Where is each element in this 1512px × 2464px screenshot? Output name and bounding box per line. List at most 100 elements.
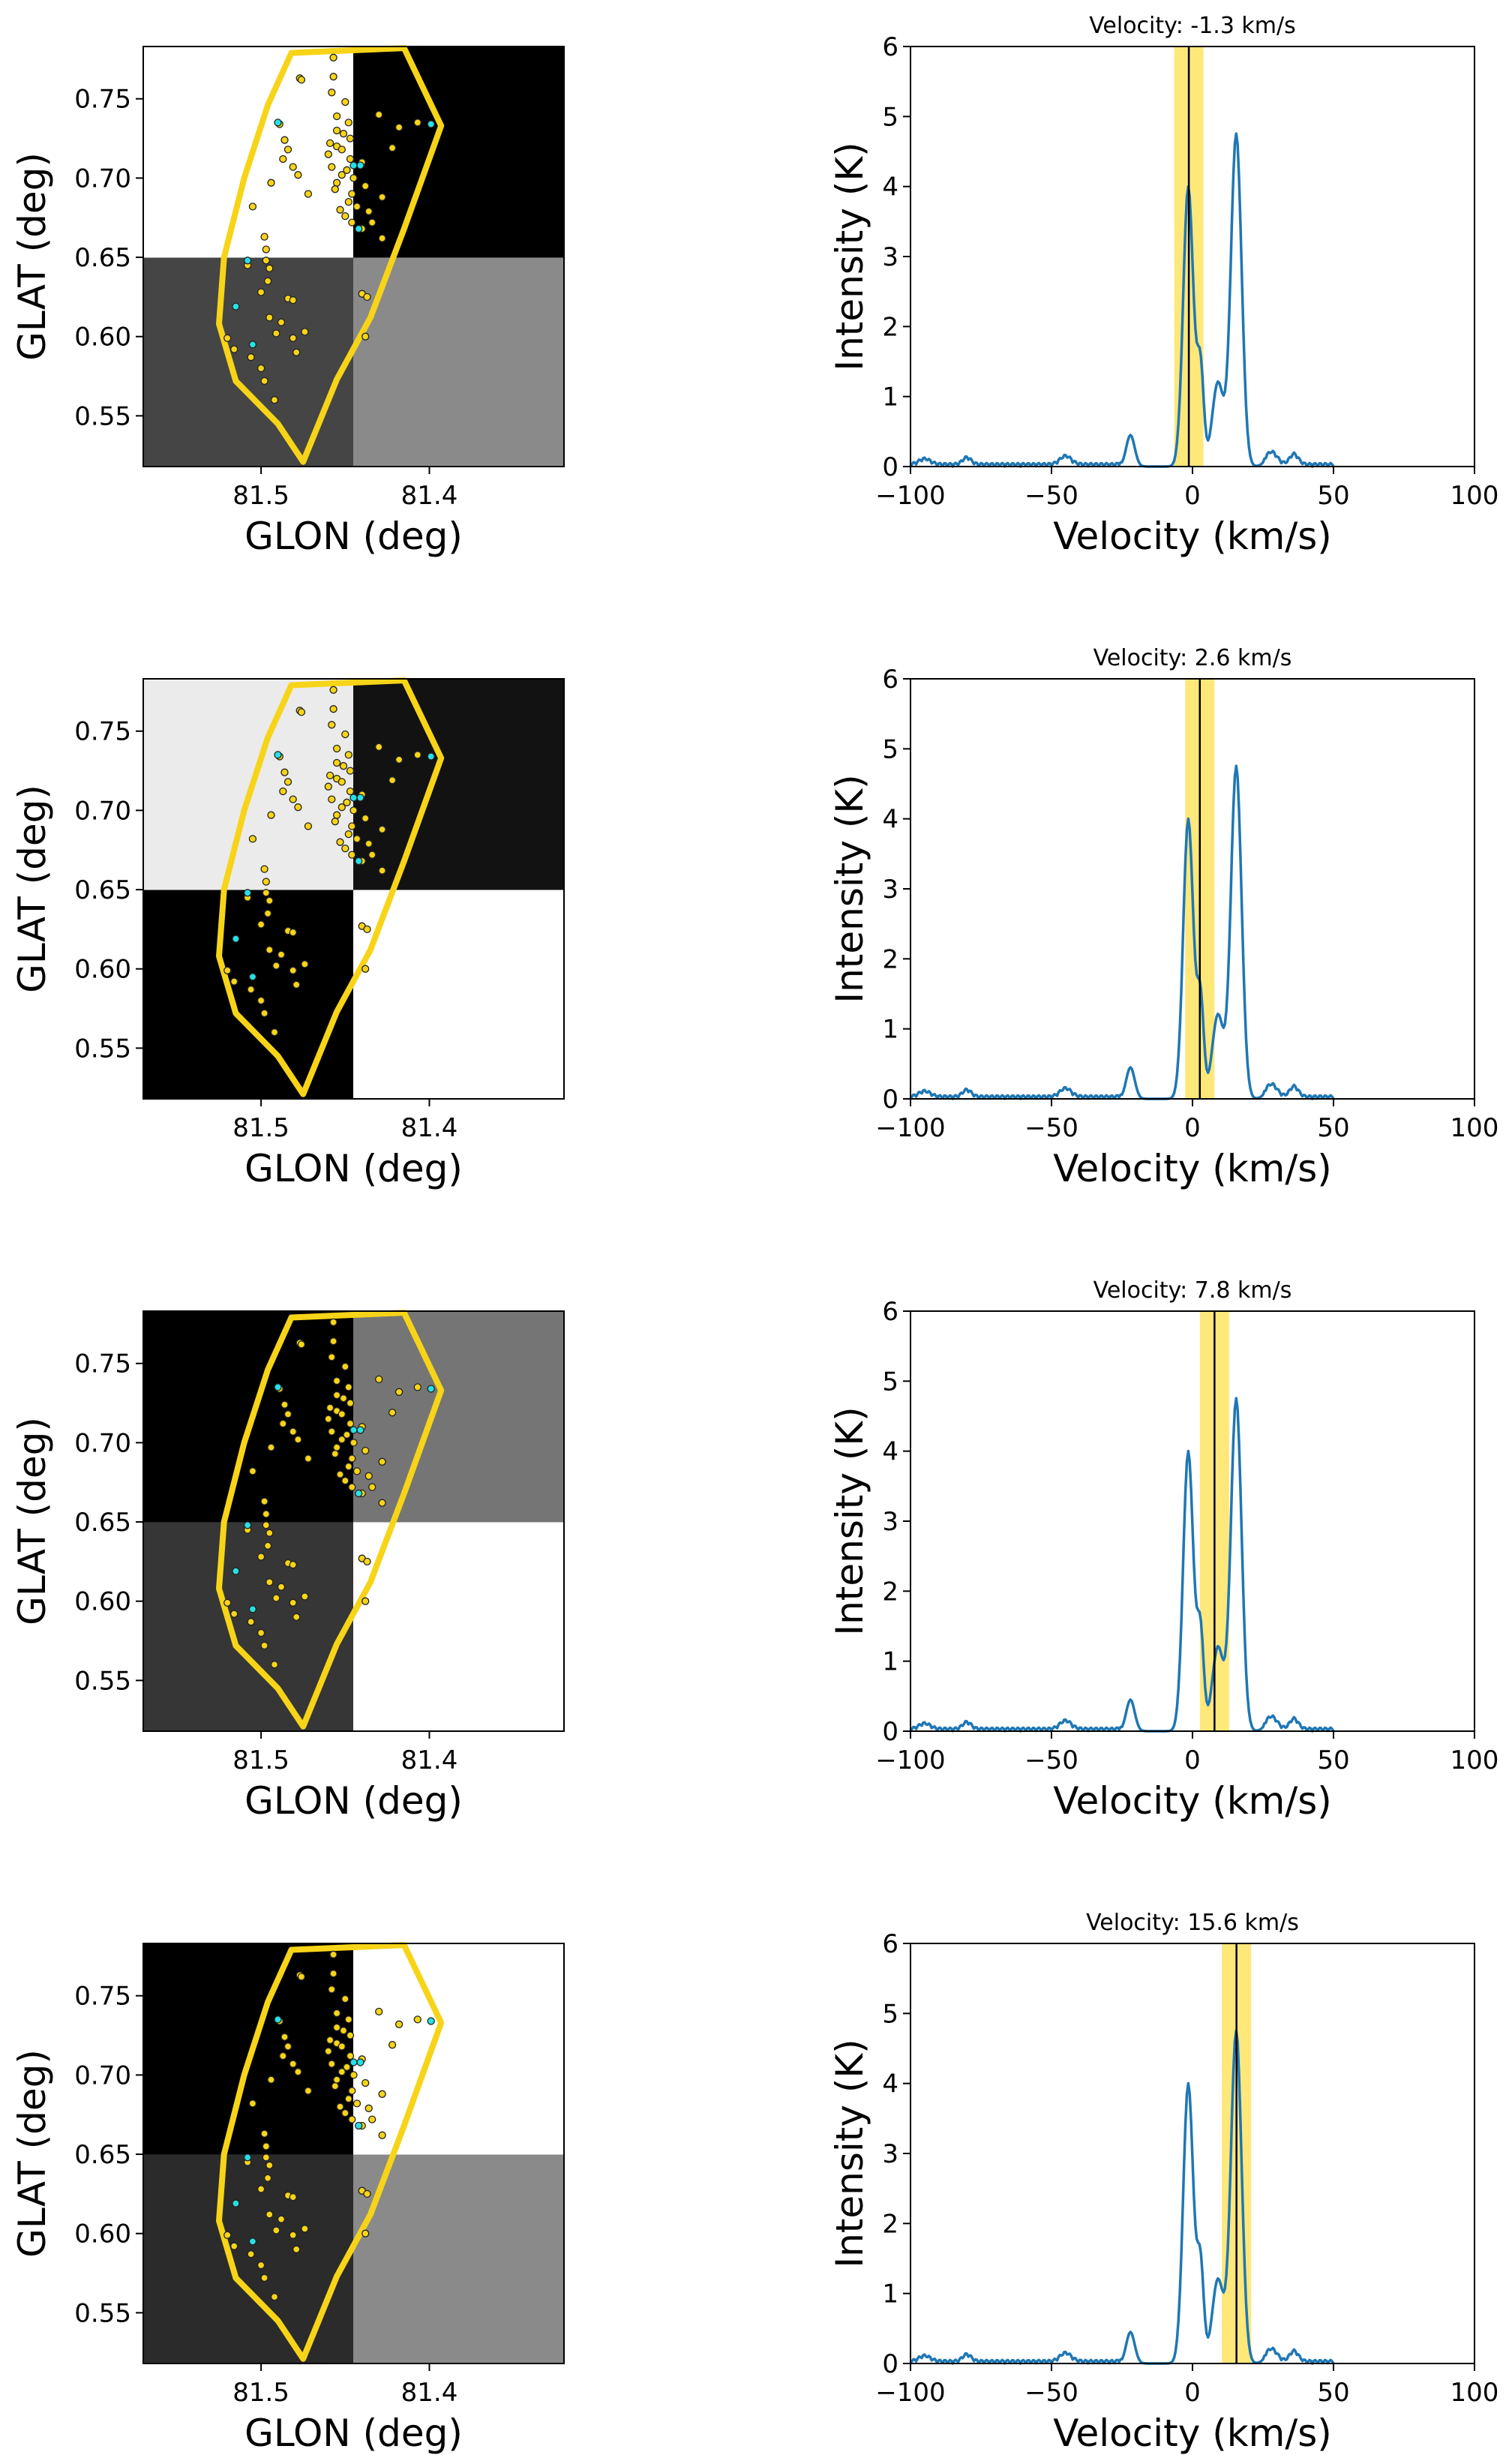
source-point-yellow <box>256 1628 266 1637</box>
source-point-yellow <box>267 1443 275 1451</box>
source-point-yellow <box>346 767 355 775</box>
source-point-yellow <box>304 190 313 198</box>
map-x-tick-label: 81.5 <box>232 1745 290 1775</box>
spectrum-panel-4: 0 1 2 3 4 5 6 −100 −50 0 50 100 Velocity (km/s) Inten… <box>828 1910 1498 2455</box>
source-point-cyan <box>356 1426 364 1434</box>
spectrum-y-tick-label: 1 <box>882 1015 898 1045</box>
source-point-cyan <box>355 857 363 866</box>
spectrum-x-tick-label: 100 <box>1450 1113 1499 1143</box>
source-point-yellow <box>256 2261 266 2270</box>
source-point-yellow <box>375 110 383 119</box>
source-point-yellow <box>332 126 341 135</box>
source-point-yellow <box>329 705 338 713</box>
map-y-axis-label: GLAT (deg) <box>10 152 54 361</box>
source-point-yellow <box>338 2068 346 2076</box>
source-point-yellow <box>341 844 350 853</box>
spectrum-x-tick-label: 0 <box>1184 2378 1201 2408</box>
source-point-cyan <box>248 2237 257 2246</box>
spectrum-y-tick-label: 3 <box>882 875 898 905</box>
source-point-yellow <box>338 803 346 812</box>
source-point-yellow <box>339 762 348 770</box>
spectrum-x-tick-label: 50 <box>1317 2378 1349 2408</box>
heatmap-cell <box>353 257 564 467</box>
spectrum-x-axis-label: Velocity (km/s) <box>1053 1147 1332 1190</box>
source-point-cyan <box>356 2058 364 2066</box>
source-point-yellow <box>292 1613 301 1621</box>
source-point-yellow <box>279 2051 287 2060</box>
source-point-yellow <box>338 1436 346 1444</box>
spectrum-y-tick-label: 2 <box>882 1577 898 1607</box>
spectrum-y-tick-label: 2 <box>882 2209 898 2239</box>
source-point-yellow <box>378 1499 386 1507</box>
source-point-yellow <box>346 2051 355 2060</box>
source-point-yellow <box>263 2174 272 2182</box>
source-point-yellow <box>272 2226 280 2234</box>
spectrum-x-tick-label: −50 <box>1024 1113 1078 1143</box>
source-point-yellow <box>301 328 309 336</box>
source-point-yellow <box>344 1383 352 1391</box>
source-point-yellow <box>378 2090 386 2098</box>
spectrum-x-tick-label: −50 <box>1024 481 1078 511</box>
source-point-yellow <box>368 851 376 859</box>
source-point-yellow <box>262 245 270 254</box>
source-point-yellow <box>394 1388 404 1396</box>
source-point-yellow <box>331 818 339 826</box>
map-y-tick-label: 0.65 <box>74 2140 131 2170</box>
source-point-yellow <box>336 2102 344 2111</box>
source-point-yellow <box>328 89 336 97</box>
source-point-yellow <box>332 1391 341 1400</box>
map-y-tick-label: 0.60 <box>74 1587 131 1617</box>
source-point-yellow <box>248 2099 257 2108</box>
source-point-yellow <box>336 1470 344 1478</box>
source-point-yellow <box>346 1419 355 1428</box>
spectrum-line <box>910 2029 1335 2365</box>
source-point-yellow <box>262 2153 270 2162</box>
map-frame <box>142 46 565 467</box>
source-point-cyan <box>274 119 282 127</box>
source-point-yellow <box>344 1462 352 1471</box>
source-point-yellow <box>301 960 309 968</box>
source-point-yellow <box>352 203 362 211</box>
spectrum-y-tick-label: 3 <box>882 242 898 272</box>
source-point-yellow <box>368 2115 376 2123</box>
source-point-yellow <box>348 218 356 227</box>
source-point-cyan <box>350 794 358 802</box>
source-point-yellow <box>256 364 266 373</box>
source-point-yellow <box>332 744 341 753</box>
source-point-yellow <box>326 771 334 780</box>
map-frame <box>142 678 565 1100</box>
source-point-yellow <box>344 830 352 839</box>
source-point-yellow <box>346 2031 355 2039</box>
source-point-yellow <box>224 1598 232 1607</box>
source-point-yellow <box>280 768 289 776</box>
source-point-yellow <box>294 2068 302 2076</box>
source-point-yellow <box>256 996 266 1005</box>
spectrum-y-tick-label: 6 <box>882 665 898 695</box>
spectrum-x-axis-label: Velocity (km/s) <box>1053 2411 1332 2455</box>
source-point-yellow <box>263 277 272 285</box>
spectrum-y-axis-label: Intensity (K) <box>828 2039 872 2267</box>
source-point-yellow <box>289 1560 297 1569</box>
source-point-yellow <box>338 2042 346 2051</box>
source-point-yellow <box>336 206 344 214</box>
source-point-yellow <box>343 1430 351 1439</box>
spectrum-y-tick-label: 5 <box>882 734 898 764</box>
heatmap-cell <box>353 2154 564 2363</box>
source-point-cyan <box>350 2058 358 2066</box>
source-point-yellow <box>247 1618 255 1626</box>
spectrum-x-tick-label: 50 <box>1317 481 1349 511</box>
source-point-yellow <box>350 2071 358 2079</box>
spectrum-x-axis-label: Velocity (km/s) <box>1053 1779 1332 1823</box>
source-point-yellow <box>352 835 362 843</box>
source-point-yellow <box>332 811 341 819</box>
source-point-yellow <box>341 212 350 221</box>
map-y-tick-label: 0.65 <box>74 243 131 273</box>
source-point-yellow <box>332 1443 341 1451</box>
source-point-yellow <box>289 296 297 305</box>
spectrum-title: Velocity: 15.6 km/s <box>1086 1910 1299 1936</box>
spectrum-x-tick-label: 100 <box>1450 1745 1499 1775</box>
map-y-axis-label: GLAT (deg) <box>10 1417 54 1625</box>
heatmap-cell <box>143 890 353 1099</box>
source-point-yellow <box>350 806 358 815</box>
